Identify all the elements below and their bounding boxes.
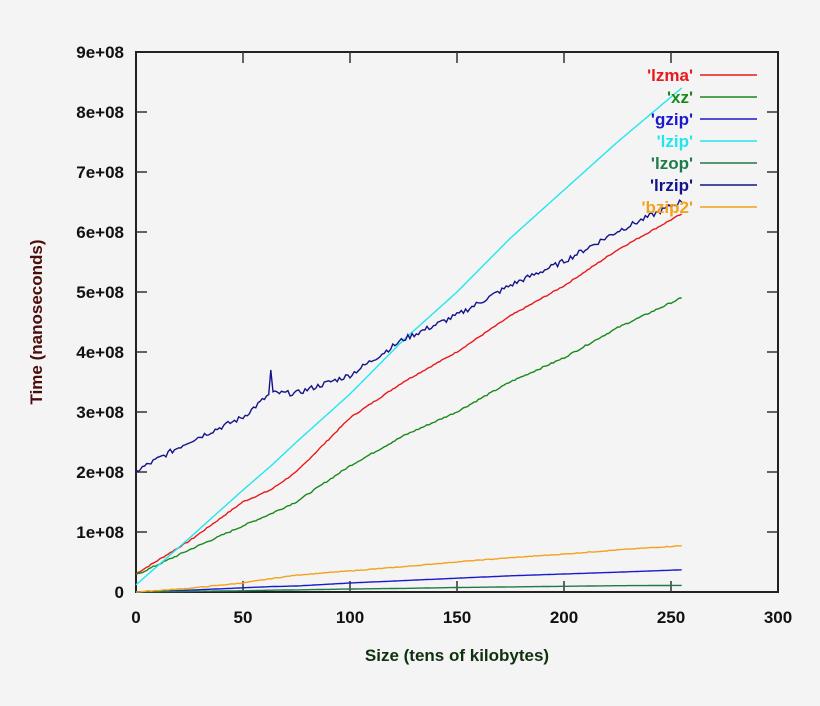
series-line bbox=[135, 569, 682, 593]
y-axis-tick-labels: 0 1e+08 2e+08 3e+08 4e+08 5e+08 6e+08 7e+08 8e+0… bbox=[76, 43, 124, 602]
legend-label: 'lzip' bbox=[657, 132, 693, 151]
y-tick-label: 5e+08 bbox=[76, 283, 124, 302]
y-tick-label: 6e+08 bbox=[76, 223, 124, 242]
legend-label: 'lrzip' bbox=[650, 176, 693, 195]
x-tick-label: 250 bbox=[657, 608, 685, 627]
legend-label: 'bzip2' bbox=[641, 198, 693, 217]
x-tick-label: 0 bbox=[131, 608, 140, 627]
x-tick-label: 200 bbox=[550, 608, 578, 627]
y-tick-label: 3e+08 bbox=[76, 403, 124, 422]
y-tick-label: 8e+08 bbox=[76, 103, 124, 122]
x-tick-label: 50 bbox=[234, 608, 253, 627]
y-tick-label: 2e+08 bbox=[76, 463, 124, 482]
y-tick-label: 1e+08 bbox=[76, 523, 124, 542]
y-tick-label: 9e+08 bbox=[76, 43, 124, 62]
legend: 'lzma' 'xz' 'gzip' 'lzip' 'lzop' 'lrzip' 'bzip… bbox=[641, 66, 757, 217]
y-axis-title: Time (nanoseconds) bbox=[27, 240, 46, 405]
y-tick-label: 0 bbox=[115, 583, 124, 602]
x-tick-label: 100 bbox=[336, 608, 364, 627]
x-axis-tick-labels: 0 50 100 150 200 250 300 bbox=[131, 608, 792, 627]
y-tick-label: 4e+08 bbox=[76, 343, 124, 362]
series-line bbox=[135, 545, 682, 593]
series-line bbox=[136, 584, 682, 593]
x-tick-label: 150 bbox=[443, 608, 471, 627]
series-line bbox=[135, 199, 683, 473]
legend-label: 'lzop' bbox=[651, 154, 693, 173]
y-tick-label: 7e+08 bbox=[76, 163, 124, 182]
x-axis-title: Size (tens of kilobytes) bbox=[365, 646, 549, 665]
legend-label: 'lzma' bbox=[647, 66, 693, 85]
series-lines bbox=[135, 87, 683, 593]
series-line bbox=[135, 297, 682, 575]
legend-label: 'xz' bbox=[667, 88, 693, 107]
x-tick-label: 300 bbox=[764, 608, 792, 627]
series-line bbox=[135, 213, 683, 575]
legend-label: 'gzip' bbox=[651, 110, 693, 129]
